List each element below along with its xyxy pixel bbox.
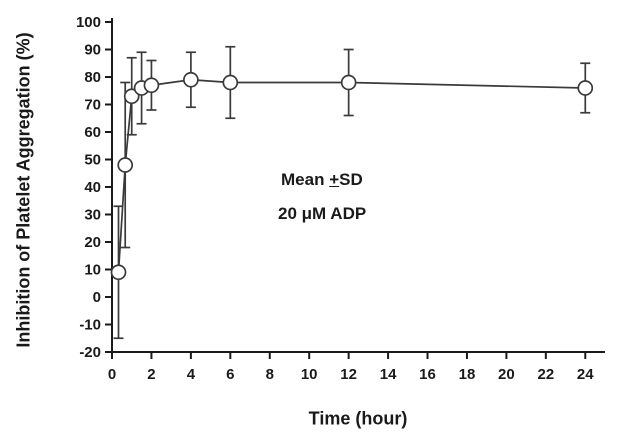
annotation-mean-sd-suffix: SD — [339, 170, 363, 189]
svg-text:0: 0 — [108, 366, 116, 383]
svg-text:60: 60 — [84, 124, 101, 141]
svg-text:18: 18 — [459, 366, 476, 383]
svg-text:0: 0 — [93, 289, 101, 306]
svg-text:-10: -10 — [79, 317, 101, 334]
svg-text:-20: -20 — [79, 344, 101, 361]
svg-text:90: 90 — [84, 42, 101, 59]
svg-text:10: 10 — [84, 262, 101, 279]
svg-text:8: 8 — [266, 366, 274, 383]
svg-text:14: 14 — [380, 366, 397, 383]
annotation-adp-concentration: 20 μM ADP — [278, 204, 367, 223]
annotation-mean-sd: Mean +SD — [281, 170, 363, 190]
svg-text:20: 20 — [498, 366, 515, 383]
svg-text:12: 12 — [340, 366, 357, 383]
plus-minus-symbol: + — [329, 170, 340, 189]
svg-text:4: 4 — [187, 366, 196, 383]
annotation-mean-sd-prefix: Mean — [281, 170, 330, 189]
svg-text:24: 24 — [577, 366, 594, 383]
svg-text:10: 10 — [301, 366, 318, 383]
svg-text:40: 40 — [84, 179, 101, 196]
svg-text:80: 80 — [84, 69, 101, 86]
svg-text:70: 70 — [84, 97, 101, 114]
svg-text:50: 50 — [84, 152, 101, 169]
y-axis-title: Inhibition of Platelet Aggregation (%) — [13, 32, 34, 348]
svg-text:30: 30 — [84, 207, 101, 224]
svg-text:2: 2 — [147, 366, 155, 383]
svg-text:100: 100 — [76, 14, 101, 31]
x-axis-title: Time (hour) — [308, 408, 408, 429]
svg-text:22: 22 — [537, 366, 554, 383]
svg-text:6: 6 — [226, 366, 234, 383]
svg-text:16: 16 — [419, 366, 436, 383]
svg-text:20: 20 — [84, 234, 101, 251]
